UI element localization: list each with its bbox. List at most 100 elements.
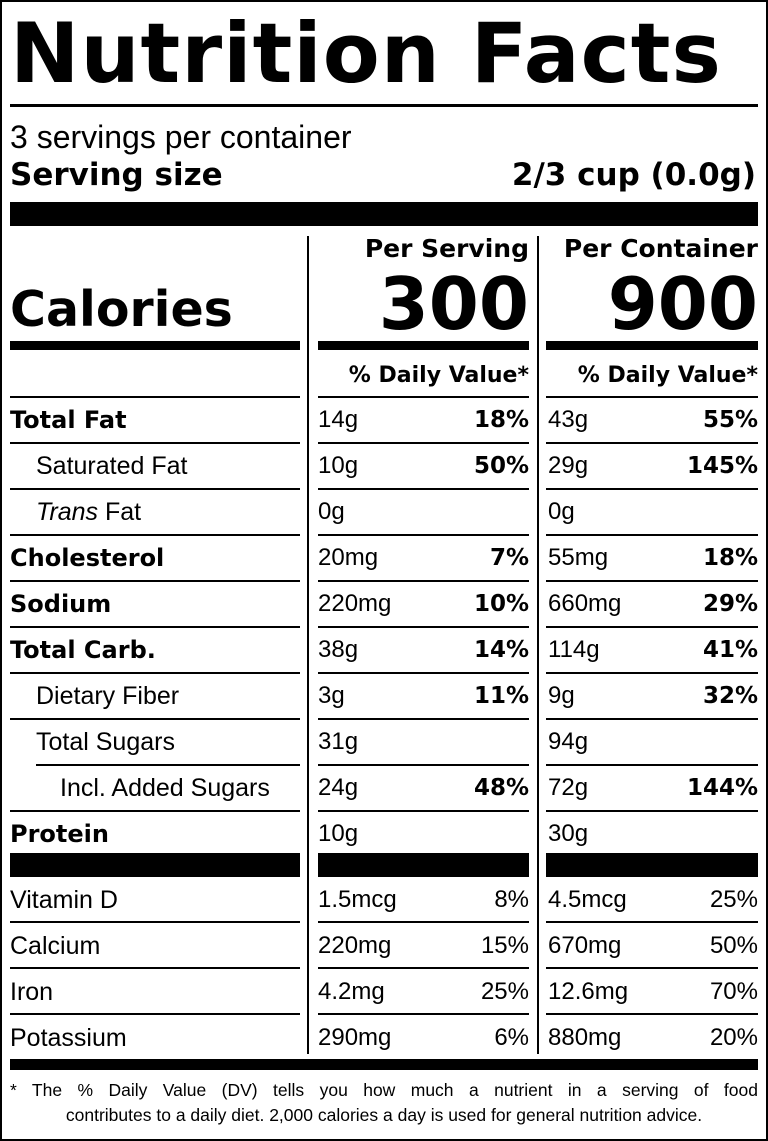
row-separator bbox=[318, 580, 529, 582]
row-separator bbox=[546, 810, 758, 812]
row-separator bbox=[318, 921, 529, 923]
row-separator bbox=[546, 718, 758, 720]
serving-amount: 14g bbox=[318, 406, 359, 433]
container-amount: 0g bbox=[548, 498, 575, 525]
row-separator bbox=[546, 396, 758, 398]
row-separator bbox=[546, 580, 758, 582]
container-daily-value: 32% bbox=[702, 683, 758, 709]
row-separator bbox=[546, 626, 758, 628]
serving-daily-value: 6% bbox=[494, 1024, 529, 1051]
row-separator bbox=[10, 580, 300, 582]
serving-size-value: 2/3 cup (0.0g) bbox=[511, 157, 756, 193]
serving-amount: 3g bbox=[318, 682, 345, 709]
container-daily-value: 70% bbox=[709, 978, 758, 1005]
calories-rule-left bbox=[10, 341, 300, 350]
container-daily-value: 29% bbox=[702, 591, 758, 617]
thick-rule-top bbox=[10, 202, 758, 226]
row-separator bbox=[318, 672, 529, 674]
container-daily-value: 144% bbox=[686, 775, 758, 801]
row-separator bbox=[10, 442, 300, 444]
serving-amount: 10g bbox=[318, 452, 359, 479]
footnote: * The % Daily Value (DV) tells you how m… bbox=[10, 1078, 758, 1128]
row-separator bbox=[10, 718, 300, 720]
container-amount: 114g bbox=[548, 636, 600, 663]
container-amount: 670mg bbox=[548, 932, 622, 959]
row-separator bbox=[318, 626, 529, 628]
serving-daily-value: 25% bbox=[480, 978, 529, 1005]
vitamin-name: Potassium bbox=[10, 1024, 127, 1052]
row-separator bbox=[10, 921, 300, 923]
thick-rule-container bbox=[546, 853, 758, 877]
calories-label: Calories bbox=[10, 281, 233, 338]
container-daily-value: 18% bbox=[702, 545, 758, 571]
row-separator bbox=[546, 534, 758, 536]
nutrient-name-rest: Fat bbox=[98, 498, 142, 526]
serving-daily-value: 8% bbox=[494, 886, 529, 913]
column-divider-container bbox=[537, 236, 539, 1054]
per-serving-header: Per Serving bbox=[364, 234, 529, 263]
container-daily-value: 20% bbox=[709, 1024, 758, 1051]
row-separator bbox=[318, 718, 529, 720]
serving-amount: 10g bbox=[318, 820, 359, 847]
calories-rule-container bbox=[546, 341, 758, 350]
container-amount: 30g bbox=[548, 820, 589, 847]
container-amount: 4.5mcg bbox=[548, 886, 627, 913]
row-separator bbox=[10, 534, 300, 536]
daily-value-header-container: % Daily Value* bbox=[577, 363, 758, 388]
row-separator bbox=[10, 626, 300, 628]
container-amount: 43g bbox=[548, 406, 589, 433]
row-separator bbox=[318, 396, 529, 398]
container-daily-value: 145% bbox=[686, 453, 758, 479]
vitamin-name: Iron bbox=[10, 978, 54, 1006]
serving-daily-value: 18% bbox=[473, 407, 529, 433]
title-rule bbox=[10, 104, 758, 107]
row-separator bbox=[546, 672, 758, 674]
vitamin-name: Calcium bbox=[10, 932, 101, 960]
row-separator bbox=[10, 967, 300, 969]
container-amount: 880mg bbox=[548, 1024, 622, 1051]
nutrient-name: Total Carb. bbox=[10, 636, 156, 664]
row-separator bbox=[546, 967, 758, 969]
vitamin-name: Vitamin D bbox=[10, 886, 118, 914]
container-amount: 29g bbox=[548, 452, 589, 479]
serving-size-label: Serving size bbox=[10, 157, 223, 193]
row-separator bbox=[546, 1013, 758, 1015]
serving-amount: 0g bbox=[318, 498, 345, 525]
nutrient-name: Sodium bbox=[10, 590, 112, 618]
serving-daily-value: 7% bbox=[489, 545, 529, 571]
nutrient-name: Trans Fat bbox=[36, 497, 141, 527]
column-divider-serving bbox=[307, 236, 309, 1054]
serving-daily-value: 14% bbox=[473, 637, 529, 663]
serving-amount: 31g bbox=[318, 728, 359, 755]
row-separator bbox=[318, 810, 529, 812]
serving-amount: 220mg bbox=[318, 932, 392, 959]
container-amount: 9g bbox=[548, 682, 575, 709]
calories-per-serving: 300 bbox=[378, 262, 529, 346]
serving-daily-value: 15% bbox=[480, 932, 529, 959]
serving-amount: 220mg bbox=[318, 590, 392, 617]
nutrient-name: Cholesterol bbox=[10, 544, 165, 572]
row-separator bbox=[546, 488, 758, 490]
serving-amount: 1.5mcg bbox=[318, 886, 397, 913]
container-amount: 55mg bbox=[548, 544, 609, 571]
row-separator bbox=[318, 442, 529, 444]
container-daily-value: 50% bbox=[709, 932, 758, 959]
row-separator bbox=[546, 442, 758, 444]
container-daily-value: 25% bbox=[709, 886, 758, 913]
footnote-line-2: contributes to a daily diet. 2,000 calor… bbox=[65, 1105, 703, 1125]
row-separator bbox=[10, 488, 300, 490]
nutrient-name-italic: Trans bbox=[36, 498, 99, 526]
row-separator bbox=[318, 488, 529, 490]
row-separator bbox=[318, 1013, 529, 1015]
serving-amount: 4.2mg bbox=[318, 978, 385, 1005]
nutrient-name: Protein bbox=[10, 820, 109, 848]
thick-rule-left bbox=[10, 853, 300, 877]
nutrient-name: Saturated Fat bbox=[36, 452, 188, 480]
container-amount: 660mg bbox=[548, 590, 622, 617]
serving-daily-value: 50% bbox=[473, 453, 529, 479]
container-amount: 12.6mg bbox=[548, 978, 629, 1005]
nutrient-name: Dietary Fiber bbox=[36, 682, 180, 710]
serving-amount: 20mg bbox=[318, 544, 379, 571]
row-separator bbox=[546, 921, 758, 923]
